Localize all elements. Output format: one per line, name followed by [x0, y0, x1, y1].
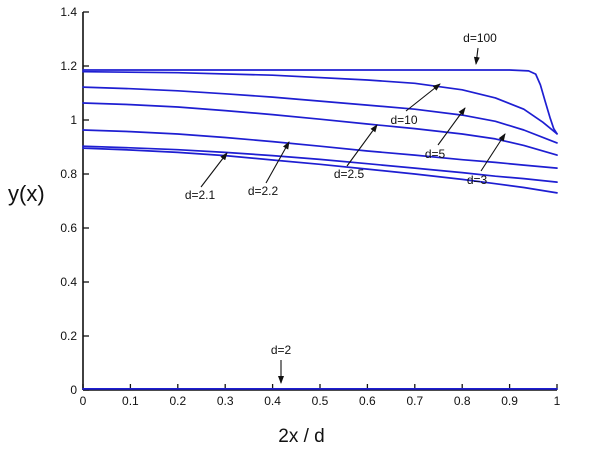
annotation-label-d-2: d=2 — [271, 343, 292, 357]
x-tick-label: 0.5 — [312, 394, 329, 408]
annotation-arrow-d-3 — [480, 133, 506, 172]
annotation-arrow-d-2.1 — [200, 152, 228, 188]
curve-d-2.1 — [82, 147, 558, 194]
annotation-label-d-2.2: d=2.2 — [248, 184, 279, 198]
annotation-label-d-2.1: d=2.1 — [185, 188, 216, 202]
x-tick-label: 0 — [80, 394, 87, 408]
x-tick-label: 0.1 — [122, 394, 139, 408]
curve-d-100 — [82, 69, 558, 135]
curve-d-3 — [82, 102, 558, 156]
x-tick-label: 0.8 — [454, 394, 471, 408]
y-tick-label: 1.4 — [60, 5, 77, 19]
x-tick-label: 1 — [554, 394, 561, 408]
annotation-label-d-5: d=5 — [425, 147, 446, 161]
annotation-arrow-d-2.2 — [265, 141, 290, 184]
annotation-arrow-d-2.5 — [346, 124, 378, 167]
annotation-label-d-3: d=3 — [467, 173, 488, 187]
y-tick-label: 0.4 — [60, 275, 77, 289]
y-tick-label: 0.2 — [60, 329, 77, 343]
x-tick-label: 0.6 — [359, 394, 376, 408]
annotation-label-d-100: d=100 — [463, 31, 497, 45]
curve-d-2.2 — [82, 145, 558, 183]
x-axis-title: 2x / d — [278, 426, 325, 447]
curve-d-10 — [82, 70, 558, 135]
curve-d-5 — [82, 86, 558, 144]
x-tick-label: 0.4 — [264, 394, 281, 408]
x-tick-label: 0.7 — [406, 394, 423, 408]
annotation-label-d-2.5: d=2.5 — [334, 167, 365, 181]
y-axis-title: y(x) — [8, 181, 45, 206]
annotation-label-d-10: d=10 — [390, 113, 417, 127]
annotation-arrow-d-100 — [473, 47, 480, 65]
annotation-arrow-d-5 — [437, 107, 466, 146]
y-tick-label: 0.8 — [60, 167, 77, 181]
y-tick-label: 0.6 — [60, 221, 77, 235]
x-tick-label: 0.9 — [501, 394, 518, 408]
x-tick-label: 0.3 — [217, 394, 234, 408]
y-tick-label: 0 — [70, 383, 77, 397]
annotation-arrow-d-10 — [405, 83, 441, 112]
x-tick-label: 0.2 — [169, 394, 186, 408]
curve-d-2.5 — [82, 129, 558, 169]
y-tick-label: 1.2 — [60, 59, 77, 73]
y-tick-label: 1 — [70, 113, 77, 127]
